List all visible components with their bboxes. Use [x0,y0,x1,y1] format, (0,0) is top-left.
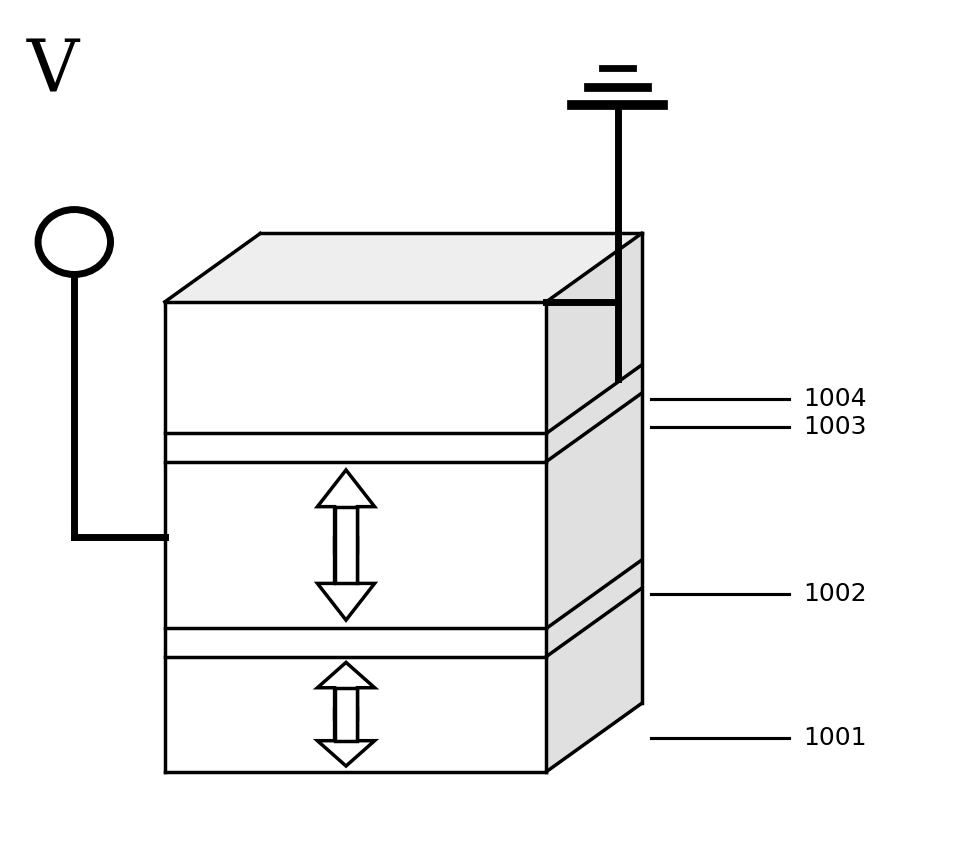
Polygon shape [317,709,375,766]
Polygon shape [335,688,358,740]
Polygon shape [165,302,547,433]
Text: 1001: 1001 [804,726,867,750]
Polygon shape [165,433,547,462]
Polygon shape [165,657,547,771]
Text: 1004: 1004 [804,387,867,411]
Text: 1003: 1003 [804,415,867,439]
Polygon shape [317,662,375,720]
Polygon shape [317,538,375,620]
Polygon shape [335,507,358,583]
Polygon shape [165,629,547,657]
Polygon shape [165,462,547,629]
Polygon shape [165,233,642,302]
Text: 1002: 1002 [804,582,867,606]
Polygon shape [317,470,375,552]
Text: V: V [27,37,79,108]
Polygon shape [547,233,642,771]
